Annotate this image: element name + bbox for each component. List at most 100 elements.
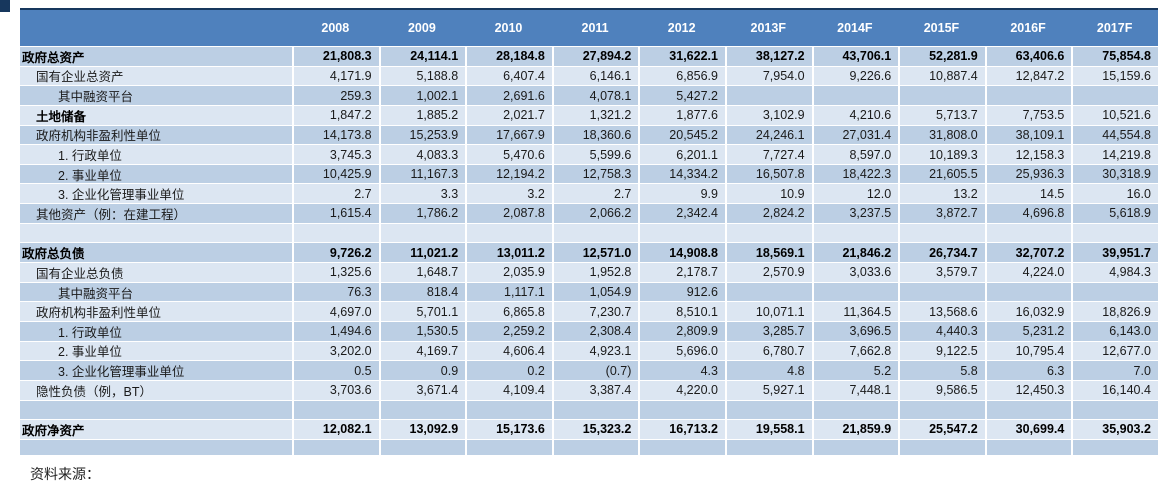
table-body: 政府总资产 21,808.3 24,114.1 28,184.8 27,894.2 31,…	[20, 47, 1158, 456]
value-cell: 24,246.1	[724, 125, 812, 145]
value-cell: 4,696.8	[984, 204, 1072, 223]
row-label-cell: 2. 事业单位	[58, 168, 122, 183]
value-cell: 0.5	[292, 361, 379, 380]
value-cell: 21,808.3	[292, 47, 379, 66]
value-cell	[984, 223, 1072, 243]
value-cell: 15,323.2	[551, 420, 639, 439]
value-cell	[984, 86, 1072, 105]
value-cell: 2,308.4	[551, 321, 639, 341]
value-cell: 4,224.0	[984, 263, 1072, 282]
value-cell: 14,219.8	[1071, 145, 1158, 164]
value-cell: 13,011.2	[465, 243, 552, 263]
value-cell: 4,220.0	[638, 380, 725, 400]
value-cell: 1,885.2	[378, 105, 466, 125]
value-cell: 259.3	[292, 86, 379, 105]
value-cell	[811, 86, 899, 105]
header-year-cell: 2015F	[923, 21, 960, 35]
value-cell: 2,824.2	[724, 204, 812, 223]
value-cell	[984, 400, 1072, 420]
value-cell: 2.7	[551, 184, 639, 204]
value-cell: 30,318.9	[1071, 164, 1158, 184]
row-label-cell	[20, 224, 292, 243]
value-cell: 1,786.2	[378, 204, 466, 223]
table-row: 3. 企业化管理事业单位 0.5 0.9 0.2 (0.7) 4.3 4.8 5.2 5.8 6.…	[20, 361, 1158, 381]
value-cell: 12,450.3	[984, 380, 1072, 400]
value-cell: 27,894.2	[551, 47, 639, 66]
value-cell: 12,194.2	[465, 164, 552, 184]
value-cell: 12,758.3	[551, 164, 639, 184]
value-cell: 12,082.1	[292, 420, 379, 439]
value-cell: 39,951.7	[1071, 243, 1158, 263]
value-cell	[898, 86, 985, 105]
value-cell: 3,202.0	[292, 341, 379, 361]
value-cell: 1,117.1	[465, 282, 552, 302]
value-cell: 11,364.5	[811, 302, 899, 321]
value-cell: 7,662.8	[811, 341, 899, 361]
value-cell: 1,494.6	[292, 321, 379, 341]
value-cell: 10,425.9	[292, 164, 379, 184]
value-cell: 1,530.5	[378, 321, 466, 341]
row-label-cell: 土地储备	[36, 109, 87, 124]
table-row: 2. 事业单位 10,425.9 11,167.3 12,194.2 12,758.3 1…	[20, 164, 1158, 185]
value-cell: 4,210.6	[811, 105, 899, 125]
table-row: 土地储备 1,847.2 1,885.2 2,021.7 1,321.2 1,877.6 3…	[20, 105, 1158, 126]
financial-table: 2008 2009 2010 2011 2012 2013F 2014F 2015F 2016F…	[20, 8, 1158, 456]
value-cell: 21,859.9	[811, 420, 899, 439]
value-cell: 5,599.6	[551, 145, 639, 164]
value-cell: 25,936.3	[984, 164, 1072, 184]
value-cell	[984, 439, 1072, 456]
value-cell: 43,706.1	[811, 47, 899, 66]
value-cell: 1,648.7	[378, 263, 466, 282]
value-cell: 3.2	[465, 184, 552, 204]
value-cell: 13,092.9	[378, 420, 466, 439]
header-year-cell: 2012	[667, 21, 696, 35]
table-row: 政府总资产 21,808.3 24,114.1 28,184.8 27,894.2 31,…	[20, 47, 1158, 67]
value-cell: 21,605.5	[898, 164, 985, 184]
value-cell: 35,903.2	[1071, 420, 1158, 439]
value-cell: 44,554.8	[1071, 125, 1158, 145]
value-cell	[551, 223, 639, 243]
value-cell: 18,826.9	[1071, 302, 1158, 321]
header-year-cell: 2013F	[750, 21, 786, 35]
value-cell: 6,407.4	[465, 66, 552, 86]
value-cell: 18,422.3	[811, 164, 899, 184]
table-row	[20, 439, 1158, 456]
header-year-cell: 2010	[494, 21, 523, 35]
value-cell: 15,159.6	[1071, 66, 1158, 86]
value-cell: 52,281.9	[898, 47, 985, 66]
row-label-cell: 政府净资产	[22, 424, 85, 438]
value-cell: 27,031.4	[811, 125, 899, 145]
value-cell	[724, 439, 812, 456]
value-cell: 4,083.3	[378, 145, 466, 164]
row-label-cell: 政府机构非盈利性单位	[36, 129, 162, 144]
row-label-cell	[20, 440, 292, 456]
value-cell: 5,701.1	[378, 302, 466, 321]
value-cell: 5,696.0	[638, 341, 725, 361]
value-cell: 5,713.7	[898, 105, 985, 125]
table-row: 政府机构非盈利性单位 4,697.0 5,701.1 6,865.8 7,230.7 8,…	[20, 302, 1158, 322]
value-cell: 26,734.7	[898, 243, 985, 263]
value-cell: 6,146.1	[551, 66, 639, 86]
value-cell: 7,230.7	[551, 302, 639, 321]
value-cell: 14,173.8	[292, 125, 379, 145]
value-cell	[638, 223, 725, 243]
value-cell: 15,253.9	[378, 125, 466, 145]
value-cell: 14,908.8	[638, 243, 725, 263]
table-row	[20, 223, 1158, 244]
value-cell	[551, 400, 639, 420]
value-cell: 3,745.3	[292, 145, 379, 164]
table-row: 政府机构非盈利性单位 14,173.8 15,253.9 17,667.9 18,360…	[20, 125, 1158, 146]
value-cell: 4.3	[638, 361, 725, 380]
value-cell: 0.2	[465, 361, 552, 380]
value-cell	[811, 223, 899, 243]
value-cell: 5,427.2	[638, 86, 725, 105]
value-cell: 12.0	[811, 184, 899, 204]
value-cell: 6,865.8	[465, 302, 552, 321]
value-cell	[1071, 439, 1158, 456]
value-cell: 18,360.6	[551, 125, 639, 145]
header-row: 2008 2009 2010 2011 2012 2013F 2014F 2015F 2016F…	[20, 8, 1158, 47]
value-cell	[1071, 282, 1158, 302]
value-cell	[898, 282, 985, 302]
row-label-cell: 3. 企业化管理事业单位	[58, 188, 185, 203]
value-cell: 4,697.0	[292, 302, 379, 321]
